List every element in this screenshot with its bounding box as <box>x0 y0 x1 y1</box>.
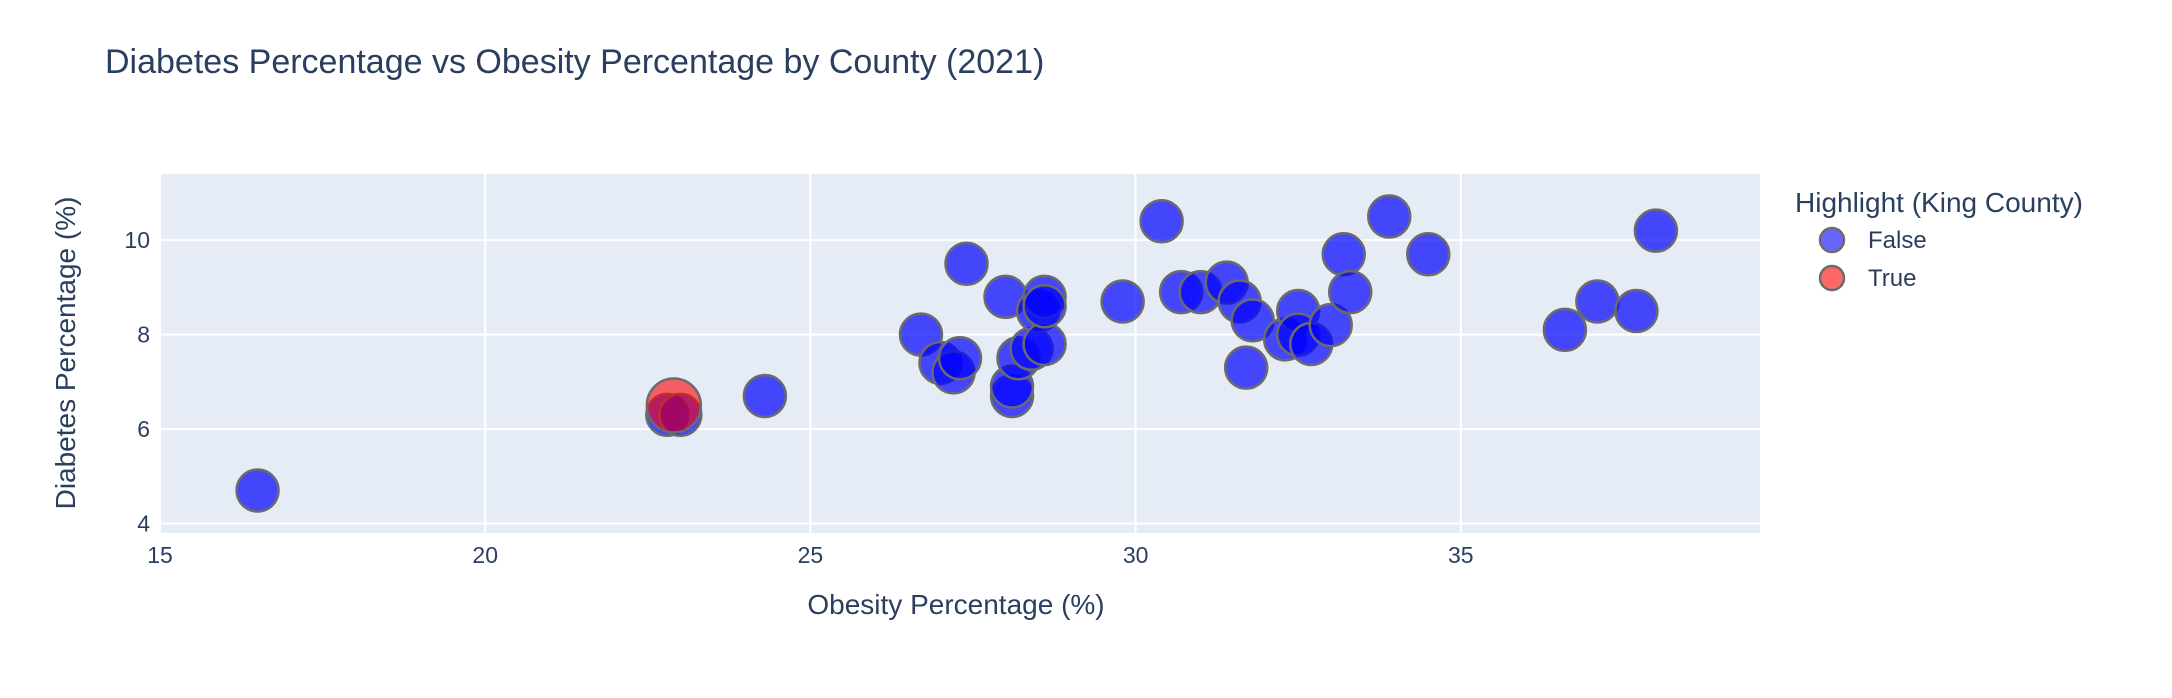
grid-lines <box>159 174 1760 533</box>
data-point <box>1321 232 1366 277</box>
legend: Highlight (King County) False True <box>1795 187 2083 292</box>
y-tick-label: 4 <box>137 511 150 537</box>
data-point <box>1100 279 1145 324</box>
data-point <box>937 335 983 381</box>
data-point <box>1575 279 1620 324</box>
data-point <box>1614 288 1659 334</box>
y-axis-title: Diabetes Percentage (%) <box>50 197 81 510</box>
data-point <box>944 241 989 286</box>
data-point <box>1542 307 1588 353</box>
y-tick-label: 6 <box>137 416 150 442</box>
data-points <box>235 194 1679 513</box>
data-point <box>1139 198 1184 244</box>
x-tick-label: 35 <box>1448 542 1474 568</box>
legend-title: Highlight (King County) <box>1795 187 2083 218</box>
legend-marker <box>1818 226 1846 254</box>
tick-labels: 15 20 25 30 35 4 6 8 10 <box>124 227 1473 568</box>
data-point <box>1367 194 1412 239</box>
x-tick-label: 25 <box>798 542 824 568</box>
data-point <box>1406 232 1451 277</box>
x-tick-label: 15 <box>147 542 173 568</box>
data-point <box>235 468 280 513</box>
legend-label: True <box>1868 265 1916 292</box>
x-axis-title: Obesity Percentage (%) <box>807 589 1104 620</box>
data-point <box>742 373 788 419</box>
data-point <box>1223 345 1269 390</box>
data-point-highlighted <box>645 377 703 434</box>
data-point <box>1308 302 1353 348</box>
y-tick-label: 10 <box>124 227 150 253</box>
x-tick-label: 20 <box>472 542 498 568</box>
x-tick-label: 30 <box>1123 542 1149 568</box>
data-point <box>1327 269 1373 315</box>
legend-entries: False True <box>1818 226 1927 292</box>
y-tick-label: 8 <box>137 322 150 348</box>
legend-label: False <box>1868 227 1927 254</box>
data-point <box>1022 321 1067 367</box>
chart-title: Diabetes Percentage vs Obesity Percentag… <box>105 43 1044 81</box>
data-point <box>1022 284 1067 329</box>
data-point <box>1633 208 1679 253</box>
legend-marker <box>1818 264 1846 292</box>
